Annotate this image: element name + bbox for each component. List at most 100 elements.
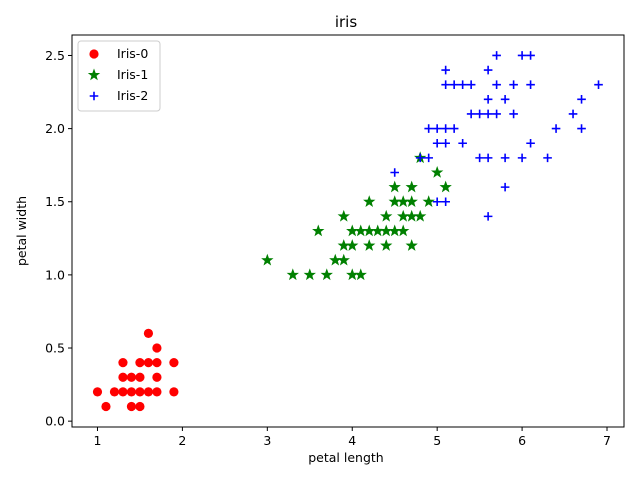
data-point-iris-2	[424, 153, 433, 163]
data-point-iris-2	[500, 153, 510, 163]
data-point-iris-2	[466, 109, 476, 119]
data-point-iris-0	[152, 387, 162, 397]
y-tick-label: 2.0	[45, 121, 65, 136]
data-point-iris-2	[577, 124, 586, 133]
data-point-iris-1	[363, 195, 376, 207]
data-point-iris-0	[152, 358, 162, 368]
plot-frame	[71, 34, 625, 428]
data-point-iris-2	[483, 95, 493, 104]
data-point-iris-0	[126, 387, 137, 397]
data-point-iris-2	[449, 124, 459, 133]
data-point-iris-2	[526, 51, 535, 60]
data-point-iris-1	[388, 180, 401, 193]
data-point-iris-1	[261, 253, 274, 266]
data-point-iris-2	[432, 124, 442, 133]
y-tick-label: 1.5	[45, 194, 65, 209]
data-point-iris-1	[397, 224, 410, 237]
data-point-iris-2	[475, 109, 484, 119]
legend-marker-iris-1	[87, 68, 101, 81]
data-point-iris-2	[441, 138, 450, 148]
legend-marker-iris-2	[89, 91, 99, 101]
data-point-iris-2	[483, 153, 493, 163]
data-point-iris-0	[109, 387, 120, 397]
legend-box	[77, 40, 161, 112]
data-point-iris-2	[517, 51, 527, 60]
data-point-iris-2	[500, 182, 510, 192]
x-tick-label: 3	[263, 433, 271, 448]
data-point-iris-2	[483, 212, 493, 221]
data-point-iris-1	[405, 239, 418, 251]
data-point-iris-2	[568, 109, 578, 119]
data-point-iris-1	[380, 209, 393, 222]
data-point-iris-1	[337, 209, 350, 222]
legend-label-iris-0: Iris-0	[117, 46, 148, 61]
data-point-iris-0	[101, 401, 111, 412]
data-marks	[92, 51, 603, 412]
data-point-iris-1	[380, 239, 393, 251]
data-point-iris-1	[431, 166, 444, 178]
data-point-iris-0	[143, 328, 154, 338]
x-tick-label: 7	[603, 433, 611, 448]
data-point-iris-2	[432, 197, 442, 207]
data-point-iris-2	[492, 109, 501, 119]
data-point-iris-2	[475, 153, 484, 163]
data-point-iris-2	[458, 138, 467, 148]
data-point-iris-1	[363, 239, 376, 251]
x-tick-label: 6	[518, 433, 526, 448]
data-point-iris-1	[354, 268, 367, 281]
x-tick-label: 5	[433, 433, 441, 448]
data-point-iris-2	[526, 138, 535, 148]
data-point-iris-2	[483, 65, 493, 75]
data-point-iris-2	[449, 80, 459, 90]
data-point-iris-2	[466, 80, 476, 90]
data-point-iris-2	[509, 109, 518, 119]
data-point-iris-1	[405, 180, 418, 193]
x-axis-label: petal length	[308, 450, 383, 465]
data-point-iris-1	[439, 180, 452, 193]
data-point-iris-2	[551, 124, 561, 133]
data-point-iris-2	[517, 153, 527, 163]
data-point-iris-0	[135, 401, 145, 412]
data-point-iris-0	[152, 372, 162, 382]
data-point-iris-2	[415, 153, 425, 163]
x-tick-label: 4	[348, 433, 356, 448]
data-point-iris-0	[126, 401, 137, 412]
data-point-iris-1	[405, 195, 418, 207]
data-point-iris-2	[441, 124, 450, 133]
legend-marker-iris-0	[89, 49, 99, 59]
y-tick-label: 0.0	[45, 414, 65, 429]
data-point-iris-1	[337, 253, 350, 266]
data-point-iris-1	[422, 195, 435, 207]
data-point-iris-2	[441, 65, 450, 75]
data-point-iris-1	[312, 224, 325, 237]
data-point-iris-0	[152, 343, 162, 353]
data-point-iris-2	[483, 109, 493, 119]
data-point-iris-1	[286, 268, 299, 281]
data-point-iris-2	[526, 80, 535, 90]
data-point-iris-1	[303, 268, 316, 281]
y-tick-label: 0.5	[45, 341, 65, 356]
data-point-iris-0	[118, 358, 128, 368]
legend-label-iris-1: Iris-1	[117, 67, 148, 82]
chart-title: iris	[335, 13, 358, 31]
data-point-iris-1	[346, 239, 359, 251]
data-point-iris-2	[492, 51, 501, 60]
y-axis: 0.0 0.5 1.0 1.5 2.0 2.5	[45, 48, 72, 429]
data-point-iris-0	[118, 372, 128, 382]
y-axis-label: petal width	[14, 196, 29, 266]
y-tick-label: 1.0	[45, 267, 65, 282]
data-point-iris-2	[500, 95, 510, 104]
data-point-iris-0	[92, 387, 103, 397]
legend-markers	[87, 49, 101, 101]
data-point-iris-0	[135, 358, 145, 368]
data-point-iris-2	[441, 80, 450, 90]
x-tick-label: 2	[178, 433, 186, 448]
data-point-iris-0	[118, 387, 128, 397]
data-point-iris-0	[135, 372, 145, 382]
data-point-iris-2	[577, 95, 586, 104]
x-axis: 1 2 3 4 5 6 7	[94, 427, 611, 448]
data-point-iris-1	[320, 268, 333, 281]
data-point-iris-2	[543, 153, 552, 163]
